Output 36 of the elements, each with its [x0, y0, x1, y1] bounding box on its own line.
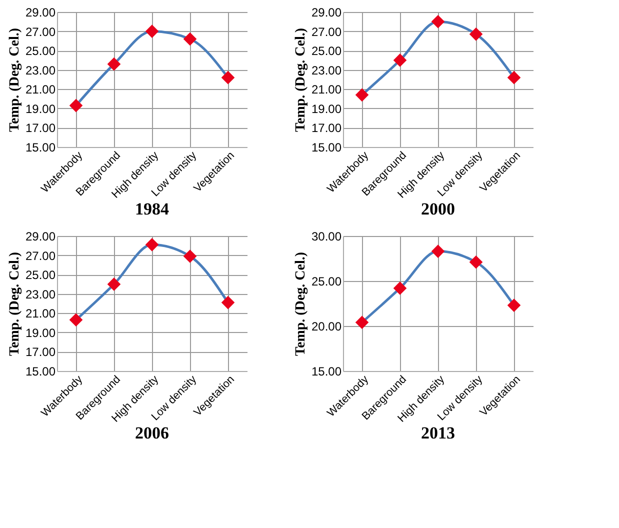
y-tick-label: 17.00 — [25, 121, 56, 136]
y-tick-label: 25.00 — [311, 44, 342, 58]
y-tick-label: 19.00 — [311, 102, 342, 116]
text: 1984 — [135, 200, 170, 219]
y-tick-label: 30.00 — [311, 230, 342, 244]
y-axis-title: Temp. (Deg. Cel.) — [7, 28, 22, 132]
y-tick-label: 19.00 — [25, 102, 56, 116]
y-tick-label: 29.00 — [311, 6, 342, 20]
text: 2013 — [421, 424, 455, 443]
y-axis-title: Temp. (Deg. Cel.) — [293, 252, 308, 356]
y-tick-label: 29.00 — [25, 230, 56, 244]
y-tick-label: 23.00 — [25, 287, 56, 302]
text: 2000 — [421, 200, 455, 219]
y-tick-label: 21.00 — [25, 306, 56, 321]
y-axis-title: Temp. (Deg. Cel.) — [293, 28, 308, 132]
y-tick-label: 23.00 — [25, 63, 56, 78]
text: 2006 — [135, 424, 169, 443]
y-tick-label: 27.00 — [25, 248, 56, 263]
y-tick-label: 29.00 — [25, 6, 56, 20]
y-tick-label: 15.00 — [25, 364, 56, 378]
y-tick-label: 20.00 — [311, 320, 342, 334]
y-tick-label: 17.00 — [311, 121, 342, 136]
y-tick-label: 15.00 — [311, 140, 342, 154]
y-tick-label: 25.00 — [311, 274, 342, 288]
y-tick-label: 23.00 — [311, 63, 342, 78]
y-tick-label: 19.00 — [25, 326, 56, 340]
y-tick-label: 15.00 — [311, 364, 342, 378]
y-tick-label: 25.00 — [25, 268, 56, 282]
y-tick-label: 21.00 — [25, 82, 56, 97]
y-tick-label: 27.00 — [25, 24, 56, 39]
y-tick-label: 17.00 — [25, 345, 56, 360]
y-tick-label: 21.00 — [311, 82, 342, 97]
y-tick-label: 27.00 — [311, 24, 342, 39]
y-tick-label: 15.00 — [25, 140, 56, 154]
y-axis-title: Temp. (Deg. Cel.) — [7, 252, 22, 356]
y-tick-label: 25.00 — [25, 44, 56, 58]
